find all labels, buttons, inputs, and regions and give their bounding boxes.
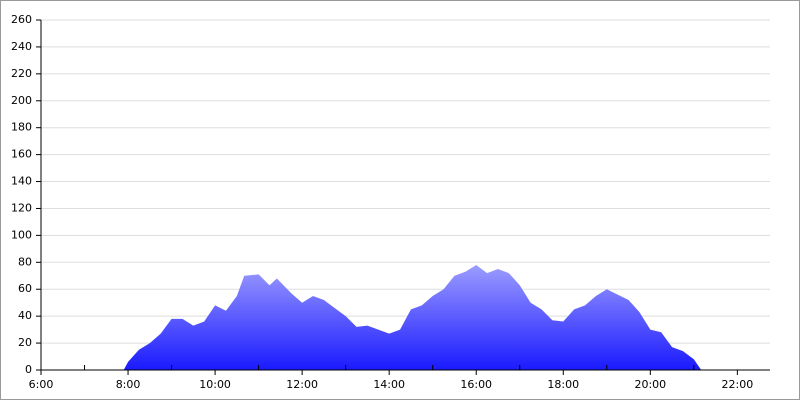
area: [123, 265, 702, 370]
y-tick-label: 40: [18, 309, 32, 322]
x-tick-label: 22:00: [722, 378, 754, 391]
x-tick-label: 8:00: [116, 378, 141, 391]
x-tick-label: 6:00: [29, 378, 54, 391]
x-tick-label: 12:00: [286, 378, 318, 391]
y-tick-label: 200: [11, 94, 32, 107]
y-tick-label: 60: [18, 282, 32, 295]
y-tick-label: 240: [11, 40, 32, 53]
x-tick-label: 14:00: [373, 378, 405, 391]
y-tick-label: 120: [11, 201, 32, 214]
y-tick-label: 20: [18, 336, 32, 349]
y-tick-label: 140: [11, 175, 32, 188]
y-tick-label: 80: [18, 255, 32, 268]
y-tick-label: 180: [11, 121, 32, 134]
x-tick-label: 10:00: [199, 378, 231, 391]
y-tick-label: 160: [11, 148, 32, 161]
x-tick-label: 18:00: [547, 378, 579, 391]
y-tick-label: 220: [11, 67, 32, 80]
y-tick-label: 100: [11, 228, 32, 241]
x-tick-label: 20:00: [634, 378, 666, 391]
y-tick-label: 260: [11, 13, 32, 26]
y-tick-label: 0: [25, 363, 32, 376]
x-tick-label: 16:00: [460, 378, 492, 391]
